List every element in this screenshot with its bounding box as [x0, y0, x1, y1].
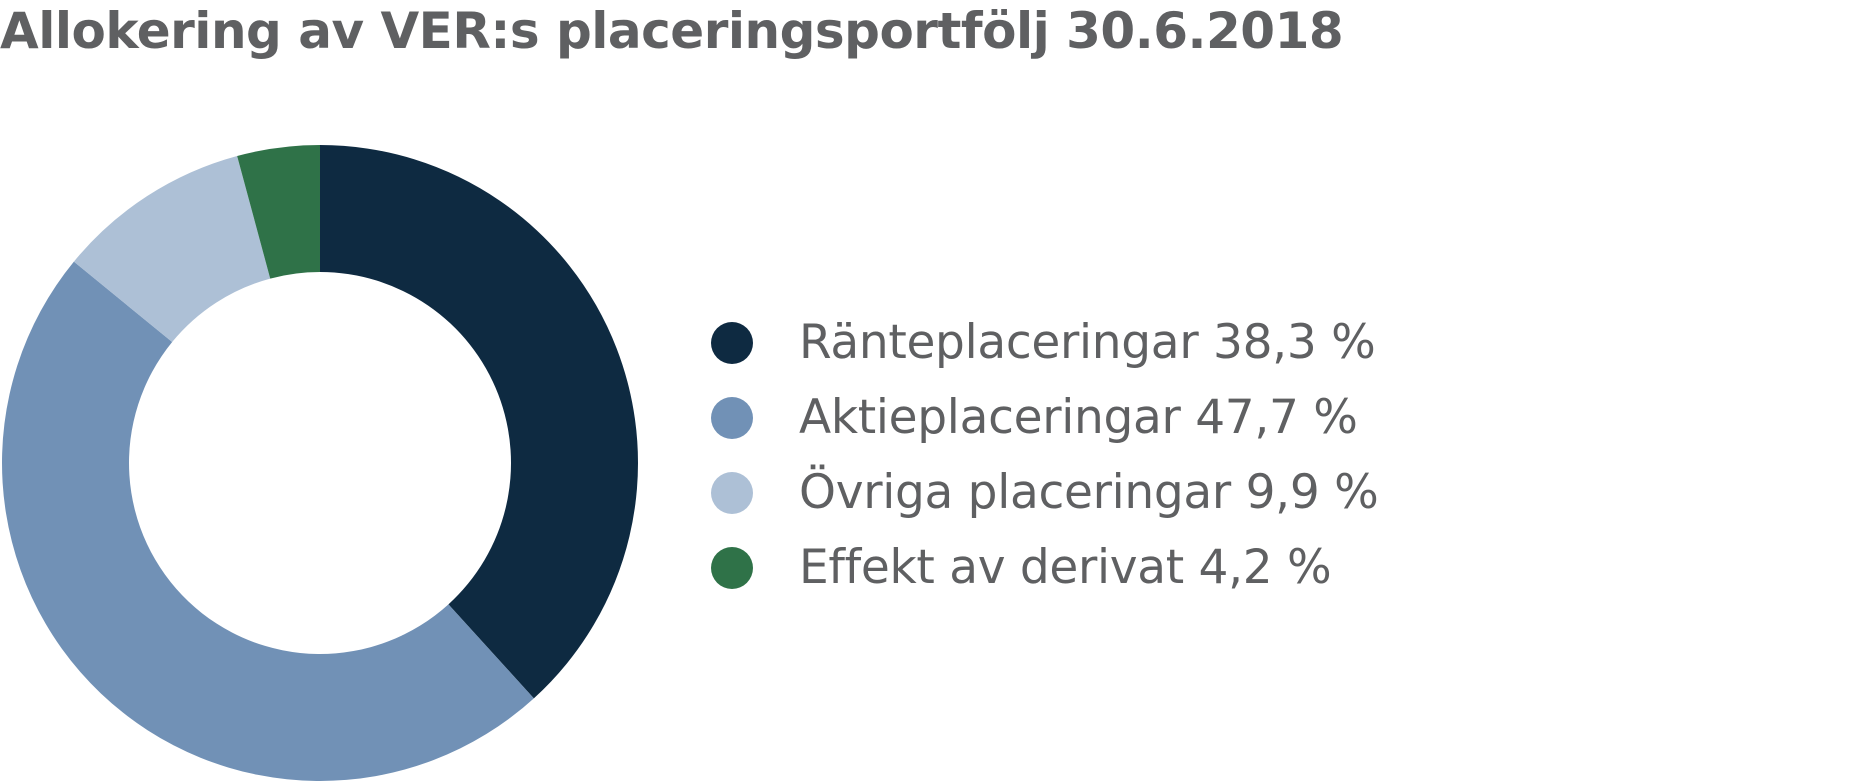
donut-chart: [2, 145, 638, 781]
legend-label: Aktieplaceringar 47,7 %: [799, 390, 1358, 445]
donut-slice-2: [2, 261, 534, 781]
donut-slice-3: [73, 155, 271, 343]
legend-item: Aktieplaceringar 47,7 %: [711, 380, 1378, 455]
chart-legend: Ränteplaceringar 38,3 % Aktieplaceringar …: [711, 305, 1379, 605]
legend-swatch: [711, 321, 753, 364]
donut-slice-4: [237, 145, 320, 279]
donut-slice-1: [320, 145, 638, 699]
legend-swatch: [711, 546, 753, 589]
legend-label: Effekt av derivat 4,2 %: [799, 540, 1332, 595]
legend-item: Ränteplaceringar 38,3 %: [711, 305, 1378, 380]
legend-item: Effekt av derivat 4,2 %: [711, 530, 1378, 605]
legend-swatch: [711, 396, 753, 439]
legend-label: Övriga placeringar 9,9 %: [799, 465, 1379, 520]
legend-item: Övriga placeringar 9,9 %: [711, 455, 1379, 530]
chart-title: Allokering av VER:s placeringsportfölj 3…: [0, 2, 1344, 60]
legend-swatch: [711, 471, 753, 514]
legend-label: Ränteplaceringar 38,3 %: [799, 315, 1376, 370]
